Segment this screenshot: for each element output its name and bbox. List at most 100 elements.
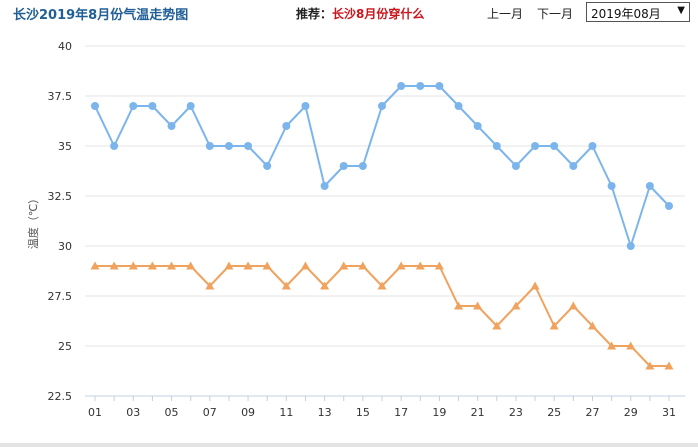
y-tick-label: 35 xyxy=(58,140,72,153)
data-point xyxy=(224,142,233,150)
data-point xyxy=(378,102,386,110)
x-tick-label: 13 xyxy=(318,406,332,419)
x-tick-label: 09 xyxy=(241,406,255,419)
y-tick-label: 25 xyxy=(58,340,72,353)
x-axis-ticks: 01 03 05 07 09 11 13 15 17 19 21 23 25 27 29 31 xyxy=(88,396,676,419)
data-point xyxy=(90,261,100,270)
series-2 xyxy=(90,261,674,370)
data-point xyxy=(91,102,99,110)
data-point xyxy=(148,102,157,110)
y-tick-label: 22.5 xyxy=(48,390,73,403)
data-point xyxy=(128,261,138,270)
chevron-down-icon: ▼ xyxy=(677,5,685,16)
recommend-label: 推荐： xyxy=(296,7,333,21)
data-point xyxy=(147,261,157,270)
data-point xyxy=(435,82,444,90)
data-point xyxy=(454,301,464,310)
x-tick-label: 29 xyxy=(624,406,638,419)
data-point xyxy=(626,242,635,250)
data-point xyxy=(243,261,253,270)
data-point xyxy=(645,182,654,190)
data-point xyxy=(511,162,520,170)
data-point xyxy=(588,142,597,150)
data-point xyxy=(224,261,234,270)
y-axis-label: 温度（℃） xyxy=(26,193,40,249)
data-point xyxy=(396,261,406,270)
y-tick-label: 40 xyxy=(58,40,72,53)
x-tick-label: 25 xyxy=(547,406,561,419)
x-tick-label: 11 xyxy=(279,406,293,419)
data-point xyxy=(549,321,559,330)
data-point xyxy=(434,261,444,270)
x-tick-label: 21 xyxy=(471,406,485,419)
y-tick-label: 37.5 xyxy=(48,90,73,103)
data-point xyxy=(664,361,674,370)
data-point xyxy=(281,281,291,290)
next-month-link[interactable]: 下一月 xyxy=(537,7,574,21)
data-point xyxy=(282,122,291,130)
data-point xyxy=(358,261,368,270)
data-point xyxy=(263,162,272,170)
data-point xyxy=(645,361,655,370)
data-point xyxy=(205,142,214,150)
data-point xyxy=(607,341,617,350)
y-tick-label: 30 xyxy=(58,240,72,253)
data-point xyxy=(377,281,387,290)
x-tick-label: 27 xyxy=(585,406,599,419)
data-point xyxy=(262,261,272,270)
data-point xyxy=(186,261,196,270)
data-point xyxy=(492,321,502,330)
month-select-value: 2019年08月 xyxy=(591,7,661,21)
x-tick-label: 07 xyxy=(203,406,217,419)
data-point xyxy=(587,321,597,330)
data-point xyxy=(358,162,367,170)
x-tick-label: 03 xyxy=(126,406,140,419)
data-point xyxy=(205,281,215,290)
y-tick-label: 27.5 xyxy=(48,290,73,303)
data-point xyxy=(129,102,138,110)
chart-header: 长沙2019年8月份气温走势图 推荐：长沙8月份穿什么 上一月 下一月 2019… xyxy=(0,0,698,26)
data-point xyxy=(110,142,119,150)
data-point xyxy=(511,301,521,310)
data-point xyxy=(300,261,310,270)
data-point xyxy=(626,341,636,350)
recommend-link[interactable]: 长沙8月份穿什么 xyxy=(332,7,425,21)
series-1 xyxy=(91,82,673,250)
x-tick-label: 19 xyxy=(432,406,446,419)
data-point xyxy=(607,182,616,190)
data-point xyxy=(569,162,578,170)
x-tick-label: 15 xyxy=(356,406,370,419)
recommend-box: 推荐：长沙8月份穿什么 xyxy=(296,5,424,22)
data-point xyxy=(339,162,348,170)
data-point xyxy=(550,142,559,150)
chart-series xyxy=(90,82,674,370)
data-point xyxy=(320,182,329,190)
data-point xyxy=(244,142,253,150)
data-point xyxy=(416,82,425,90)
chart-title: 长沙2019年8月份气温走势图 xyxy=(13,8,189,23)
data-point xyxy=(531,142,540,150)
data-point xyxy=(568,301,578,310)
data-point xyxy=(339,261,349,270)
x-tick-label: 17 xyxy=(394,406,408,419)
chart-grid xyxy=(85,45,685,397)
data-point xyxy=(473,122,482,130)
prev-month-link[interactable]: 上一月 xyxy=(487,7,524,21)
x-tick-label: 01 xyxy=(88,406,102,419)
x-tick-label: 31 xyxy=(662,406,676,419)
data-point xyxy=(320,281,330,290)
data-point xyxy=(492,142,501,150)
bottom-divider xyxy=(0,443,698,447)
data-point xyxy=(473,301,483,310)
data-point xyxy=(301,102,310,110)
x-tick-label: 05 xyxy=(165,406,179,419)
y-axis-ticks: 22.5 25 27.5 30 32.5 35 37.5 40 xyxy=(48,40,73,403)
month-select[interactable]: 2019年08月 ▼ xyxy=(586,2,690,22)
y-tick-label: 32.5 xyxy=(48,190,73,203)
data-point xyxy=(530,281,540,290)
data-point xyxy=(167,261,177,270)
data-point xyxy=(665,202,673,210)
data-point xyxy=(186,102,195,110)
data-point xyxy=(109,261,119,270)
